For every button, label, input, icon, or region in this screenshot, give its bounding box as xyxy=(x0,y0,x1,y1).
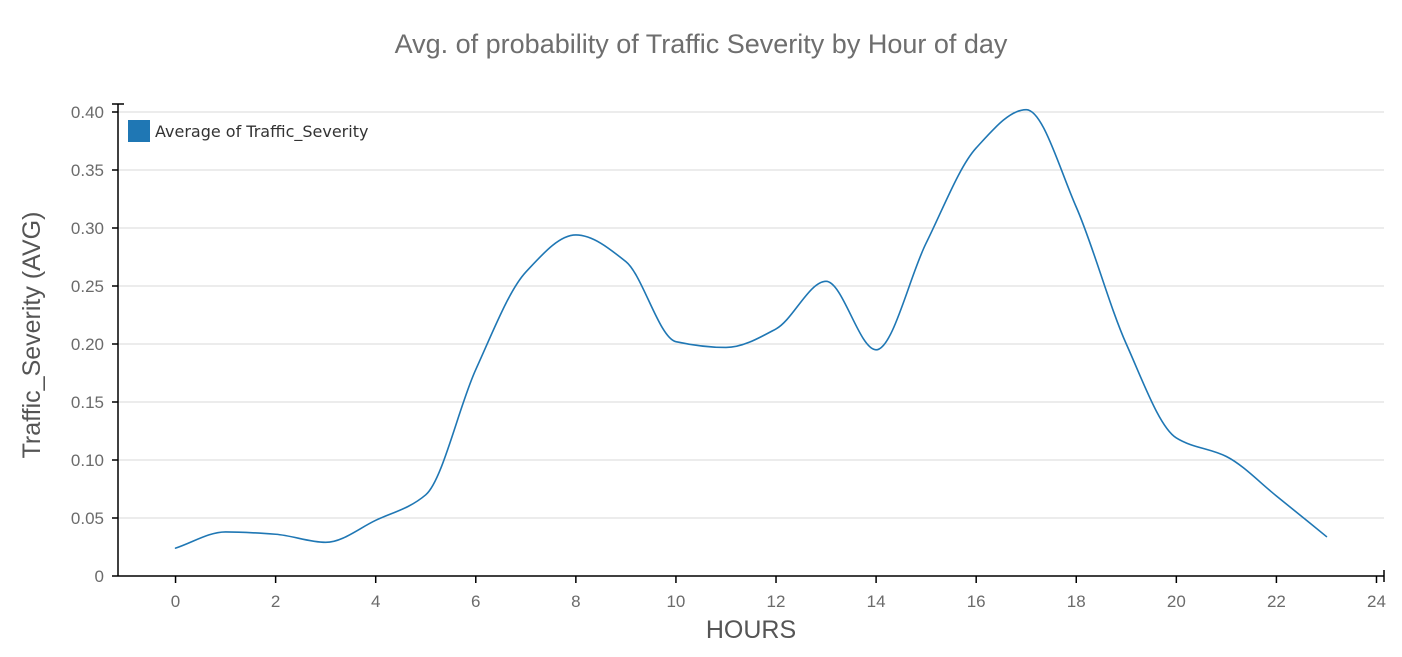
y-tick-label: 0.25 xyxy=(71,277,104,296)
axes xyxy=(112,103,1385,582)
series-line xyxy=(174,108,1328,549)
data-point xyxy=(573,232,578,237)
x-tick-label: 6 xyxy=(471,592,480,611)
x-tick-label: 2 xyxy=(271,592,280,611)
data-point xyxy=(1124,342,1129,347)
y-tick-label: 0.15 xyxy=(71,393,104,412)
x-tick-label: 14 xyxy=(867,592,886,611)
data-point xyxy=(1274,493,1279,498)
data-point xyxy=(1024,107,1029,112)
legend-swatch[interactable] xyxy=(128,120,150,142)
data-point xyxy=(1174,435,1179,440)
data-point xyxy=(723,345,728,350)
x-tick-label: 0 xyxy=(171,592,180,611)
data-point xyxy=(273,532,278,537)
series-layer xyxy=(173,107,1329,551)
data-point xyxy=(373,518,378,523)
ticks: 00.050.100.150.200.250.300.350.400 2 4 6 8 10… xyxy=(71,103,1386,611)
data-point xyxy=(323,540,328,545)
data-point xyxy=(473,367,478,372)
chart-title: Avg. of probability of Traffic Severity … xyxy=(395,29,1008,59)
data-point xyxy=(774,326,779,331)
data-point xyxy=(874,347,879,352)
y-tick-label: 0 xyxy=(95,567,104,586)
data-point xyxy=(824,279,829,284)
legend-label: Average of Traffic_Severity xyxy=(155,122,368,142)
x-axis-label: HOURS xyxy=(706,616,796,644)
data-point xyxy=(1074,205,1079,210)
x-tick-label: 18 xyxy=(1067,592,1086,611)
x-tick-label: 16 xyxy=(967,592,986,611)
x-tick-label: 12 xyxy=(767,592,786,611)
y-tick-label: 0.10 xyxy=(71,451,104,470)
data-point xyxy=(1224,454,1229,459)
y-tick-label: 0.35 xyxy=(71,161,104,180)
data-point xyxy=(623,259,628,264)
data-point xyxy=(673,339,678,344)
y-axis-label: Traffic_Severity (AVG) xyxy=(18,212,46,459)
x-tick-label: 4 xyxy=(371,592,380,611)
y-tick-label: 0.30 xyxy=(71,219,104,238)
x-tick-label: 24 xyxy=(1367,592,1386,611)
y-tick-label: 0.05 xyxy=(71,509,104,528)
legend[interactable]: Average of Traffic_Severity xyxy=(128,120,368,142)
data-point xyxy=(173,546,178,551)
x-tick-label: 20 xyxy=(1167,592,1186,611)
x-tick-label: 8 xyxy=(571,592,580,611)
y-tick-label: 0.20 xyxy=(71,335,104,354)
data-point xyxy=(974,145,979,150)
y-tick-label: 0.40 xyxy=(71,103,104,122)
data-point xyxy=(924,241,929,246)
gridlines xyxy=(118,111,1384,519)
data-point xyxy=(223,529,228,534)
x-tick-label: 22 xyxy=(1267,592,1286,611)
data-point xyxy=(423,492,428,497)
x-tick-label: 10 xyxy=(666,592,685,611)
data-point xyxy=(523,270,528,275)
data-point xyxy=(1324,534,1329,539)
